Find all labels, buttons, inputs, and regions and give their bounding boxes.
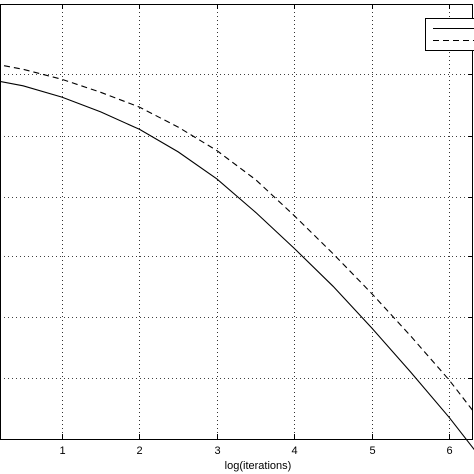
legend-box <box>425 18 474 51</box>
grid <box>0 4 474 439</box>
x-tick-label: 6 <box>446 445 452 457</box>
x-tick-label: 4 <box>291 445 297 457</box>
x-tick-label: 5 <box>369 445 375 457</box>
x-tick-label: 1 <box>59 445 65 457</box>
x-tick-label: 2 <box>136 445 142 457</box>
plot-frame <box>0 4 473 440</box>
legend <box>425 18 474 51</box>
x-tick-label: 3 <box>214 445 220 457</box>
series-line-solid <box>0 80 474 451</box>
series-lines <box>0 64 474 451</box>
x-axis-label: log(iterations) <box>225 460 292 472</box>
x-tick-labels: 1 2 3 4 5 6 <box>59 445 452 457</box>
series-line-dashed <box>0 64 474 414</box>
